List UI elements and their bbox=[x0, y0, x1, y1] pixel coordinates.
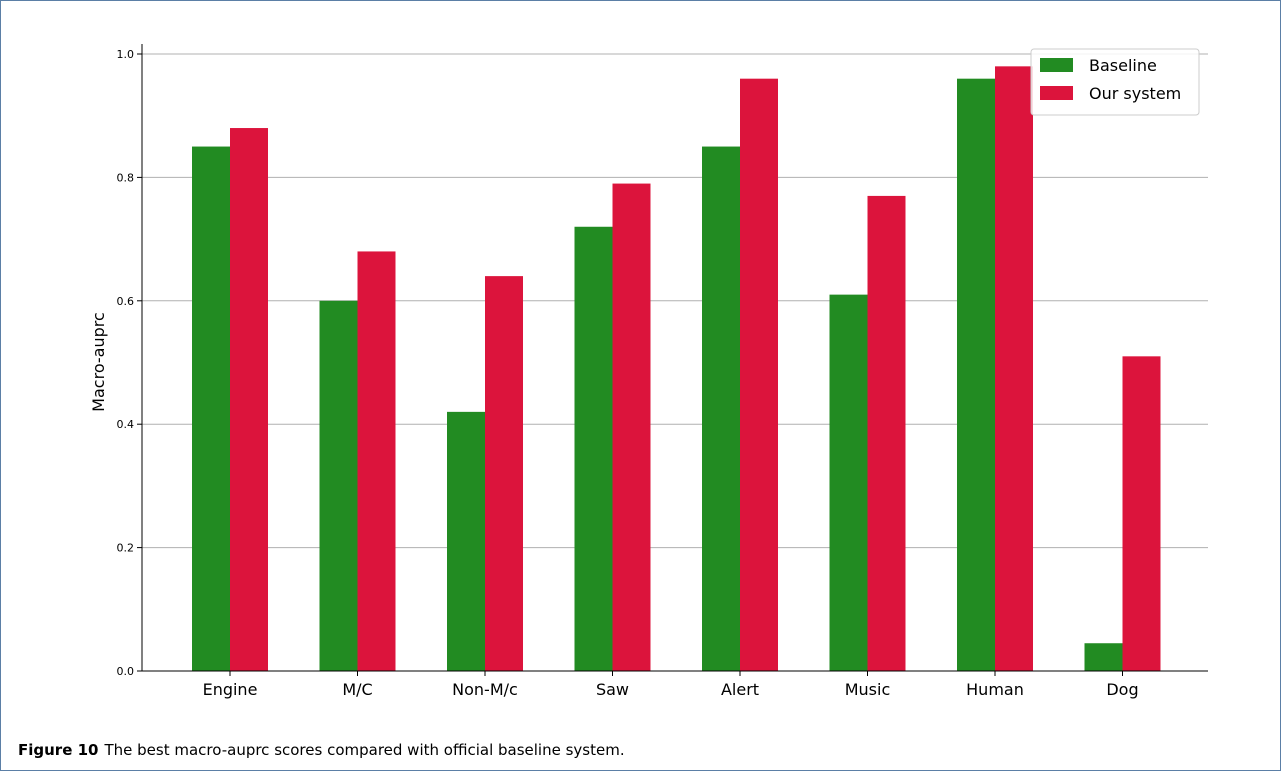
bar-our-system-saw bbox=[612, 183, 651, 671]
y-axis-title: Macro-auprc bbox=[89, 312, 108, 412]
x-tick-label: Human bbox=[966, 680, 1024, 699]
bar-baseline-music bbox=[829, 294, 868, 671]
bar-baseline-alert bbox=[702, 146, 740, 672]
legend: Baseline Our system bbox=[1030, 48, 1200, 116]
y-tick-labels: 0.0 0.2 0.4 0.6 0.8 1.0 bbox=[117, 48, 135, 678]
x-tick-label: Non-M/c bbox=[452, 680, 518, 699]
gridlines bbox=[142, 53, 1208, 549]
x-tick-label: Music bbox=[845, 680, 891, 699]
bar-our-system-human bbox=[995, 66, 1033, 672]
x-tick-label: Engine bbox=[203, 680, 258, 699]
bar-baseline-m-c bbox=[319, 300, 358, 671]
y-tick-label: 0.8 bbox=[117, 171, 135, 184]
bars bbox=[192, 66, 1161, 672]
bar-baseline-dog bbox=[1084, 643, 1123, 671]
y-tick-label: 0.6 bbox=[117, 295, 135, 308]
legend-label: Baseline bbox=[1089, 56, 1157, 75]
caption-label: Figure 10 bbox=[18, 741, 99, 759]
bar-baseline-saw bbox=[574, 226, 613, 671]
legend-swatch bbox=[1040, 86, 1073, 100]
bar-baseline-engine bbox=[192, 146, 230, 672]
y-tick-label: 1.0 bbox=[117, 48, 135, 61]
x-tick-labels: Engine M/C Non-M/c Saw Alert Music Human Dog bbox=[203, 680, 1139, 699]
bar-our-system-m-c bbox=[357, 251, 396, 671]
bar-our-system-dog bbox=[1122, 356, 1161, 671]
bar-our-system-engine bbox=[230, 128, 268, 672]
bar-our-system-non-m-c bbox=[485, 276, 523, 671]
x-tick-label: M/C bbox=[342, 680, 372, 699]
x-tick-label: Dog bbox=[1106, 680, 1138, 699]
caption-text: The best macro-auprc scores compared wit… bbox=[104, 741, 625, 759]
bar-our-system-music bbox=[867, 195, 906, 671]
axes bbox=[137, 44, 1208, 676]
x-tick-label: Saw bbox=[596, 680, 629, 699]
bar-our-system-alert bbox=[740, 78, 778, 672]
y-tick-label: 0.2 bbox=[117, 542, 135, 555]
bar-baseline-non-m-c bbox=[447, 411, 485, 671]
x-tick-label: Alert bbox=[721, 680, 759, 699]
legend-swatch bbox=[1040, 58, 1073, 72]
bar-baseline-human bbox=[957, 78, 995, 672]
legend-label: Our system bbox=[1089, 84, 1181, 103]
y-tick-label: 0.0 bbox=[117, 665, 135, 678]
bar-chart: 0.0 0.2 0.4 0.6 0.8 1.0 Engine M/C Non-M/c Saw Al… bbox=[89, 44, 1208, 699]
figure-caption: Figure 10 The best macro-auprc scores com… bbox=[18, 741, 625, 759]
y-tick-label: 0.4 bbox=[117, 418, 135, 431]
